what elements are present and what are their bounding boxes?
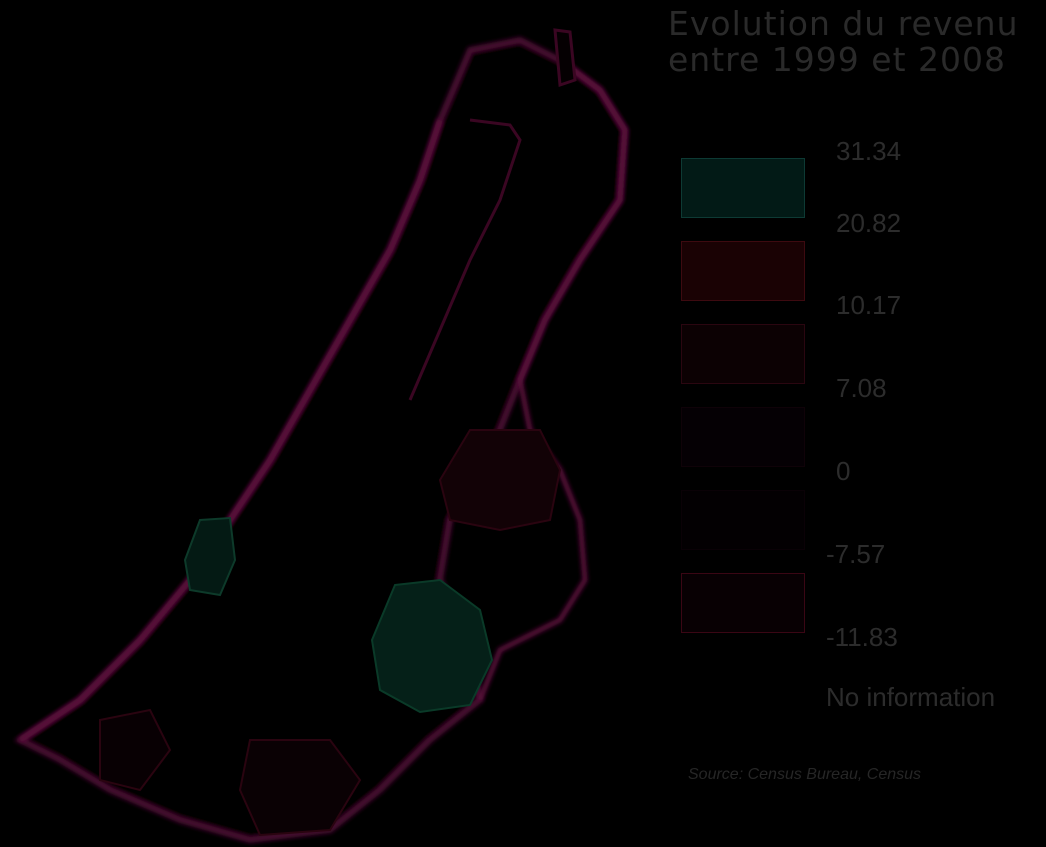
- title-line-2: entre 1999 et 2008: [668, 40, 1006, 79]
- west-coastline: [18, 119, 443, 743]
- northern-inlet: [408, 118, 522, 401]
- legend-class-4: [681, 407, 805, 467]
- title-line-1: Evolution du revenu: [668, 4, 1019, 43]
- legend-class-3: [681, 324, 805, 384]
- northern-tip: [553, 28, 577, 88]
- east-coastline: [477, 58, 628, 701]
- legend-class-6: [681, 573, 805, 633]
- map-title: Evolution du revenu entre 1999 et 2008: [668, 6, 1019, 78]
- tract-west-green: [183, 516, 237, 597]
- legend-break-4: 7.08: [836, 373, 887, 403]
- legend-class-5: [681, 490, 805, 550]
- tract-south: [238, 739, 362, 837]
- legend-break-7: -11.83: [826, 622, 898, 652]
- legend-break-2: 20.82: [836, 208, 902, 238]
- legend-class-2: [681, 241, 805, 301]
- legend-break-1: 31.34: [836, 136, 902, 166]
- legend-break-3: 10.17: [836, 290, 902, 320]
- legend-break-5: 0: [836, 456, 851, 486]
- source-note: Source: Census Bureau, Census: [688, 766, 922, 783]
- tract-southwest: [99, 708, 172, 792]
- legend-no-info: No information: [826, 682, 996, 712]
- legend-break-6: -7.57: [826, 539, 886, 569]
- tract-mid-east: [438, 429, 562, 532]
- tract-center-green: [370, 578, 494, 714]
- legend-class-1: [681, 158, 805, 218]
